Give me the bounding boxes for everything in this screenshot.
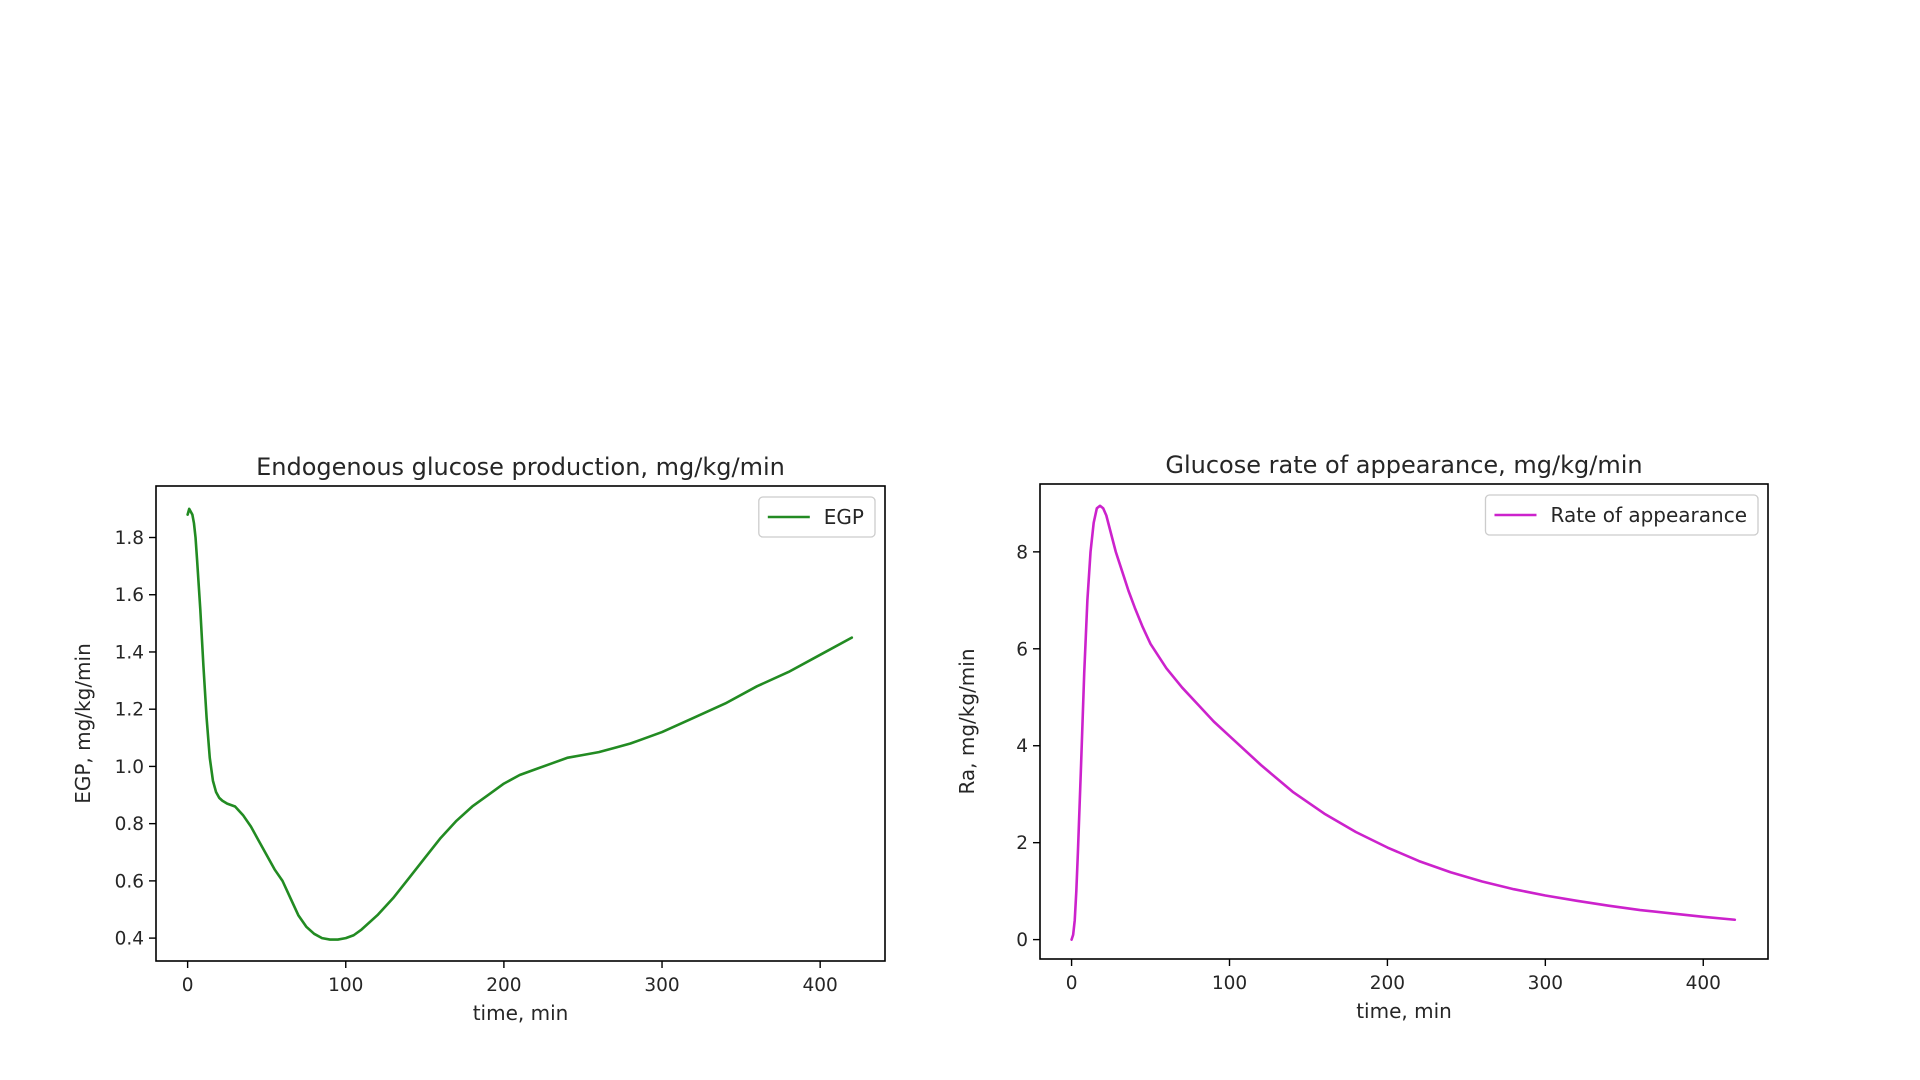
legend: Rate of appearance bbox=[1484, 494, 1759, 536]
chart-title: Endogenous glucose production, mg/kg/min bbox=[256, 453, 785, 481]
x-tick-label: 300 bbox=[644, 975, 679, 996]
axes-frame bbox=[155, 485, 886, 962]
y-tick-label: 0 bbox=[1016, 930, 1028, 951]
y-tick-label: 1.2 bbox=[115, 700, 144, 721]
y-tick-label: 0.6 bbox=[115, 871, 144, 892]
axes-frame bbox=[1039, 483, 1769, 960]
x-tick-label: 0 bbox=[1066, 973, 1078, 994]
y-tick-label: 1.4 bbox=[115, 642, 144, 663]
x-tick-label: 100 bbox=[328, 975, 363, 996]
legend-label: Rate of appearance bbox=[1550, 503, 1747, 527]
x-tick-label: 400 bbox=[803, 975, 838, 996]
x-tick-label: 200 bbox=[1370, 973, 1405, 994]
y-tick-label: 8 bbox=[1016, 542, 1028, 563]
chart-title: Glucose rate of appearance, mg/kg/min bbox=[1165, 451, 1642, 479]
y-tick-label: 4 bbox=[1016, 736, 1028, 757]
x-tick-label: 100 bbox=[1212, 973, 1247, 994]
legend: EGP bbox=[758, 496, 876, 538]
x-tick-label: 300 bbox=[1528, 973, 1563, 994]
legend-label: EGP bbox=[824, 505, 864, 529]
series-line-0 bbox=[1070, 504, 1737, 941]
y-tick-label: 1.6 bbox=[115, 585, 144, 606]
series-line-0 bbox=[186, 507, 854, 941]
y-axis-label: EGP, mg/kg/min bbox=[71, 643, 95, 804]
x-axis-label: time, min bbox=[473, 1001, 569, 1025]
chart-egp: 0 100 200 300 400 0.4 0.6 0.8 1.0 1.2 1.4 1.6 1.8 End… bbox=[71, 453, 886, 1025]
y-tick-label: 0.8 bbox=[115, 814, 144, 835]
legend-box bbox=[758, 496, 876, 538]
y-tick-label: 1.8 bbox=[115, 528, 144, 549]
y-tick-label: 6 bbox=[1016, 639, 1028, 660]
x-tick-label: 400 bbox=[1686, 973, 1721, 994]
y-tick-label: 0.4 bbox=[115, 929, 144, 950]
y-tick-label: 2 bbox=[1016, 833, 1028, 854]
legend-box bbox=[1484, 494, 1759, 536]
y-tick-label: 1.0 bbox=[115, 757, 144, 778]
x-tick-label: 0 bbox=[182, 975, 194, 996]
chart-rate-of-appearance: 0 100 200 300 400 0 2 4 6 8 Glucose rate of appear… bbox=[955, 451, 1769, 1023]
x-tick-label: 200 bbox=[486, 975, 521, 996]
x-axis-label: time, min bbox=[1356, 999, 1452, 1023]
y-axis-label: Ra, mg/kg/min bbox=[955, 648, 979, 794]
